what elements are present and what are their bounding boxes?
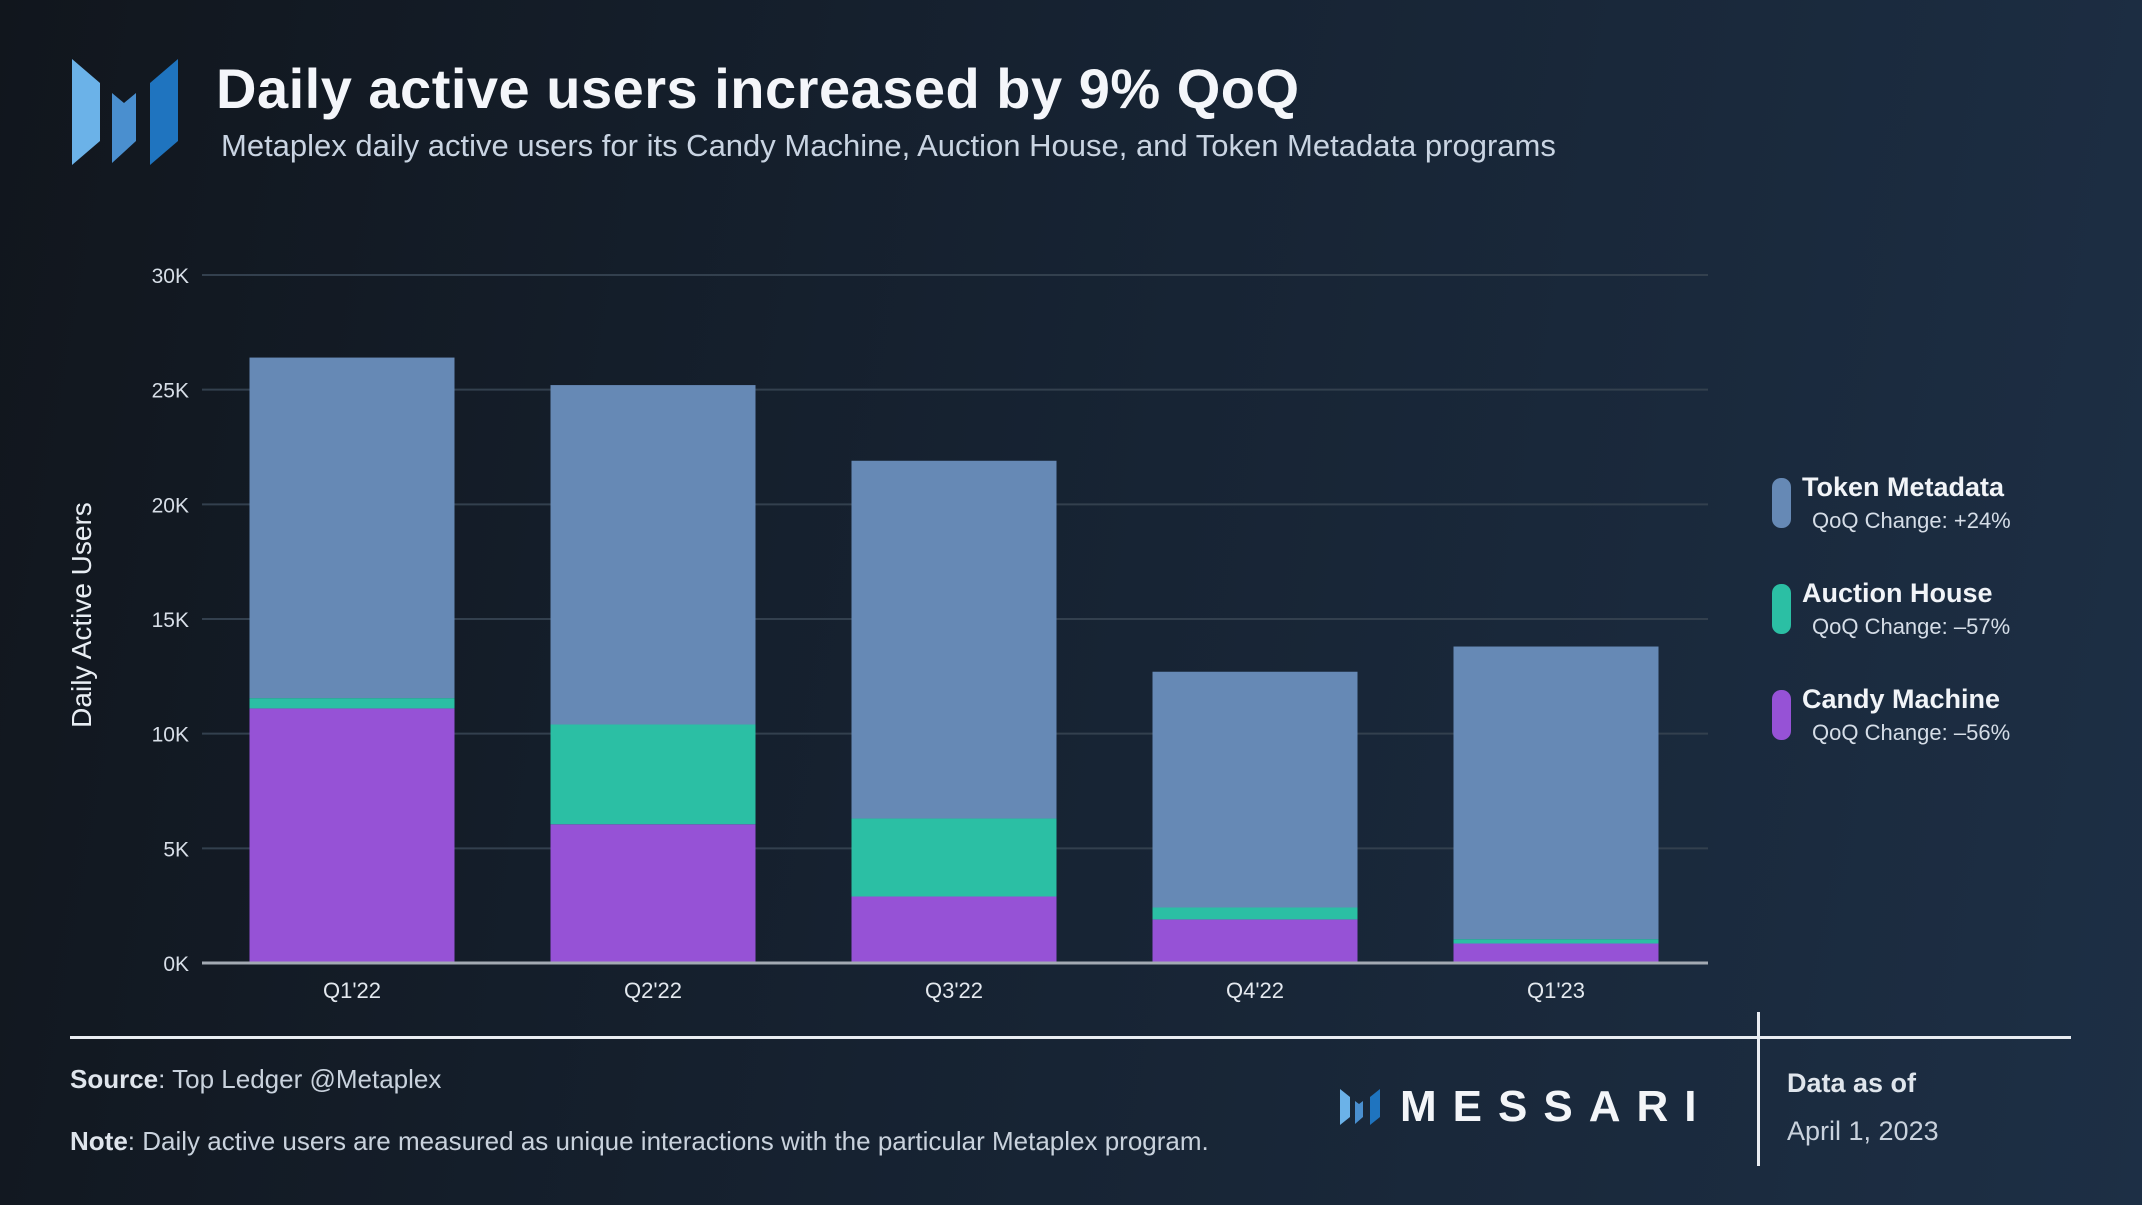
legend-label: Candy Machine: [1802, 684, 2001, 714]
legend-change: QoQ Change: –57%: [1812, 614, 2011, 639]
bar-segment-auction-house: [851, 818, 1057, 897]
x-tick-label: Q2'22: [624, 978, 682, 1003]
chart-subtitle: Metaplex daily active users for its Cand…: [221, 128, 1556, 163]
x-tick-label: Q4'22: [1226, 978, 1284, 1003]
bar-segment-token-metadata: [851, 460, 1057, 819]
y-tick-label: 25K: [152, 380, 189, 403]
note-text: Note: Daily active users are measured as…: [70, 1126, 1209, 1156]
x-tick-label: Q1'23: [1527, 978, 1585, 1003]
legend-label: Auction House: [1802, 578, 1993, 608]
bar-segment-candy-machine: [550, 824, 756, 963]
bar-segment-token-metadata: [249, 357, 455, 699]
bar-segment-token-metadata: [550, 385, 756, 725]
messari-wordmark: MESSARI: [1400, 1082, 1713, 1131]
legend-change: QoQ Change: –56%: [1812, 720, 2011, 745]
source-text: Source: Top Ledger @Metaplex: [70, 1064, 442, 1094]
y-tick-label: 20K: [152, 494, 189, 517]
bar-segment-token-metadata: [1152, 671, 1358, 908]
messari-icon: [1340, 1089, 1380, 1125]
y-tick-label: 0K: [163, 953, 189, 976]
footer-vertical-divider: [1757, 1012, 1760, 1166]
bar-segment-auction-house: [1453, 939, 1659, 944]
x-tick-label: Q1'22: [323, 978, 381, 1003]
bar-segment-candy-machine: [851, 896, 1057, 963]
legend-swatch: [1772, 478, 1791, 528]
data-as-of-date: April 1, 2023: [1787, 1116, 1939, 1146]
footer-divider: [70, 1036, 2071, 1039]
bar-segment-auction-house: [550, 724, 756, 825]
messari-logo: MESSARI: [1340, 1082, 1712, 1132]
bar-segment-auction-house: [1152, 907, 1358, 920]
legend-swatch: [1772, 690, 1791, 740]
metaplex-logo: [72, 59, 178, 165]
bar-segment-candy-machine: [249, 708, 455, 963]
chart-title: Daily active users increased by 9% QoQ: [216, 57, 1300, 120]
legend-label: Token Metadata: [1802, 472, 2005, 502]
legend-swatch: [1772, 584, 1791, 634]
y-tick-label: 15K: [152, 609, 189, 632]
x-tick-label: Q3'22: [925, 978, 983, 1003]
legend-change: QoQ Change: +24%: [1812, 508, 2011, 533]
bar-segment-candy-machine: [1152, 919, 1358, 963]
y-tick-label: 10K: [152, 724, 189, 747]
data-as-of-label: Data as of: [1787, 1068, 1917, 1098]
y-tick-label: 5K: [163, 838, 189, 861]
bar-segment-token-metadata: [1453, 646, 1659, 940]
bar-segment-auction-house: [249, 698, 455, 709]
y-tick-label: 30K: [152, 265, 189, 288]
bar-segment-candy-machine: [1453, 943, 1659, 963]
